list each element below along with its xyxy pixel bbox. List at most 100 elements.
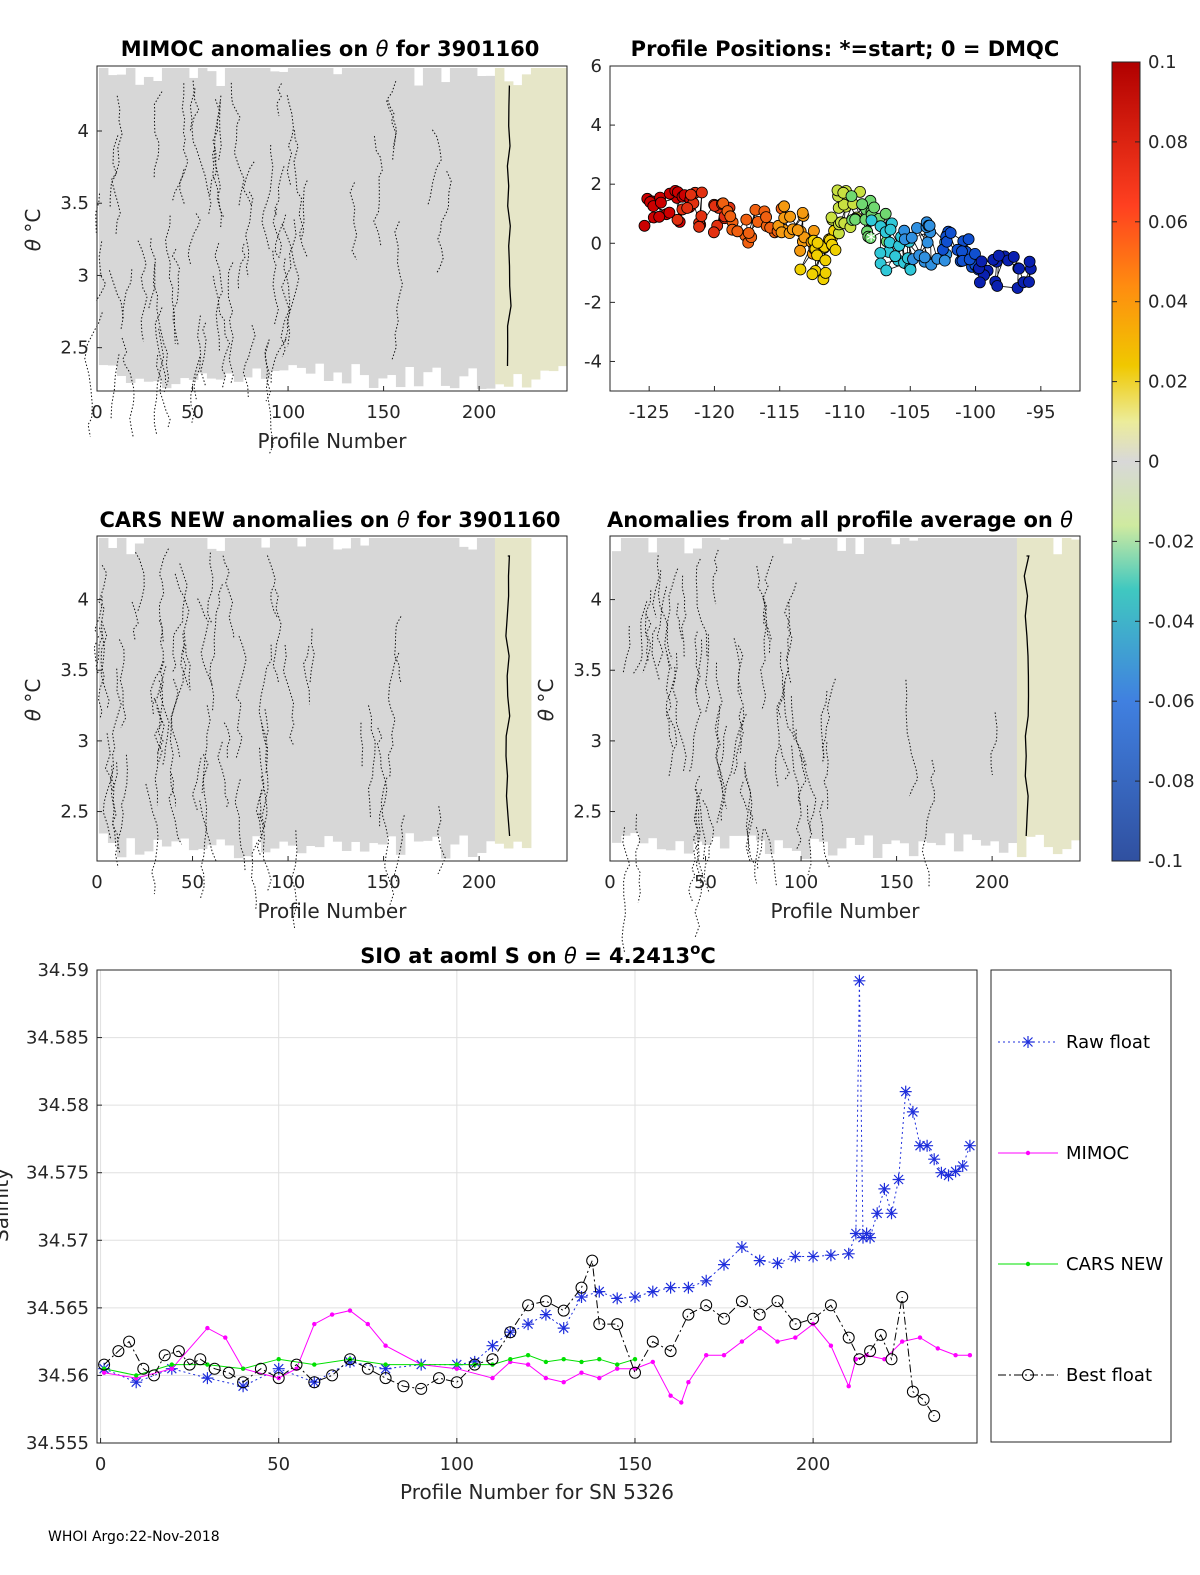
colorbar-tick-label: -0.02 (1148, 531, 1195, 552)
raw-float-point (963, 1139, 976, 1152)
heat-cell-column (638, 538, 649, 844)
raw-float-point (824, 1249, 837, 1262)
raw-float-point (892, 1173, 905, 1186)
raw-float-point (201, 1372, 214, 1385)
position-point (638, 219, 651, 232)
contour-dotted (291, 830, 298, 930)
contour-dotted (694, 789, 707, 861)
contour-dotted (197, 598, 215, 712)
heat-cell-column (998, 538, 1009, 853)
best-float-point (664, 1345, 677, 1358)
contour-dotted (293, 130, 305, 242)
contour-dotted (820, 690, 828, 764)
position-point (796, 206, 809, 219)
heat-cell-column (836, 550, 847, 849)
best-float-point (415, 1382, 428, 1395)
heat-cell-column (125, 554, 136, 839)
position-point (819, 266, 832, 279)
contour-dotted (84, 312, 103, 437)
position-point (905, 231, 918, 244)
raw-float-point (237, 1380, 250, 1393)
contour-dotted (169, 678, 179, 807)
x-tick-label: 150 (366, 872, 400, 893)
series-dot (525, 1353, 531, 1358)
y-tick-label: 34.56 (37, 1365, 89, 1386)
raw-float-point (807, 1250, 820, 1263)
contour-dotted (990, 712, 998, 775)
y-tick-label: 34.565 (26, 1298, 89, 1319)
position-point (681, 202, 694, 214)
heat-cell-column (944, 538, 955, 834)
contour-dotted (145, 783, 159, 895)
heat-cell-column (440, 538, 451, 859)
colorbar-tick-label: -0.08 (1148, 771, 1195, 792)
contour-dotted (109, 668, 122, 792)
contour-solid (505, 555, 511, 837)
series-dot (953, 1353, 958, 1358)
heat-cell-column (224, 538, 235, 846)
series-dot (169, 1362, 174, 1367)
best-float-point (807, 1312, 820, 1325)
mimoc-title: MIMOC anomalies on θ for 3901160 (121, 37, 540, 61)
heat-cell-column (143, 538, 154, 852)
series-dot (543, 1375, 549, 1381)
series-dot (1025, 1150, 1031, 1156)
series-dot (704, 1353, 709, 1358)
contour-dotted (171, 563, 188, 673)
y-tick-label: -4 (584, 351, 602, 372)
x-tick-label: 100 (784, 872, 818, 893)
cars-y-ticks: 2.5 3 3.5 4 (60, 590, 102, 823)
contour-dotted (777, 652, 785, 718)
heat-cell-column (413, 85, 424, 387)
salinity-panel: SIO at aoml S on θ = 4.2413oC 0 50 100 150 2… (0, 940, 1172, 1504)
x-tick-label: -125 (629, 402, 670, 423)
heat-cell-column (476, 538, 487, 853)
y-tick-label: 3 (78, 731, 89, 752)
heat-cell-column (143, 76, 154, 382)
heat-cell-column (215, 85, 226, 380)
positions-y-ticks: -4 -2 0 2 4 6 (584, 56, 615, 372)
contour-dotted (791, 745, 802, 850)
series-dot (757, 1325, 762, 1331)
x-tick-label: 200 (462, 402, 496, 423)
series-dot (935, 1346, 940, 1351)
heat-cell-column (170, 68, 181, 385)
position-point (808, 224, 820, 237)
contour-dotted (386, 81, 397, 148)
legend-entries: Raw float MIMOC CARS NEW Best float (998, 1032, 1163, 1386)
best-float-point (208, 1362, 221, 1375)
allavg-heatmap (611, 538, 1081, 952)
position-point (693, 220, 705, 233)
best-float-point (874, 1328, 887, 1341)
heat-cell-column (386, 68, 397, 376)
series-dot (686, 1380, 691, 1385)
colorbar-tick-label: -0.04 (1148, 611, 1195, 632)
position-point (671, 213, 684, 226)
position-point (696, 186, 708, 199)
heat-cell-column (377, 68, 388, 379)
series-dot (329, 1312, 335, 1317)
y-tick-label: 34.555 (26, 1433, 89, 1454)
contour-dotted (393, 815, 405, 885)
contour-dotted (154, 307, 167, 383)
contour-dotted (153, 328, 165, 435)
cars-heatmap (93, 538, 532, 930)
allavg-axes-box (609, 535, 1081, 862)
heat-cell-column (422, 68, 433, 373)
heat-cell-column (908, 540, 919, 857)
contour-dotted (274, 223, 283, 259)
heat-cell-column (242, 68, 253, 378)
legend-label: Best float (1066, 1365, 1152, 1386)
x-tick-label: -105 (890, 402, 931, 423)
heat-cell-column (557, 68, 568, 367)
contour-dotted (191, 88, 212, 216)
x-tick-label: 150 (618, 1454, 652, 1475)
contour-dotted (154, 680, 164, 763)
contour-dotted (621, 827, 631, 952)
position-point (794, 263, 807, 276)
raw-float-point (700, 1274, 713, 1287)
contour-dotted (110, 354, 120, 421)
best-float-point (629, 1366, 641, 1379)
positions-title: Profile Positions: *=start; 0 = DMQC (631, 37, 1060, 61)
